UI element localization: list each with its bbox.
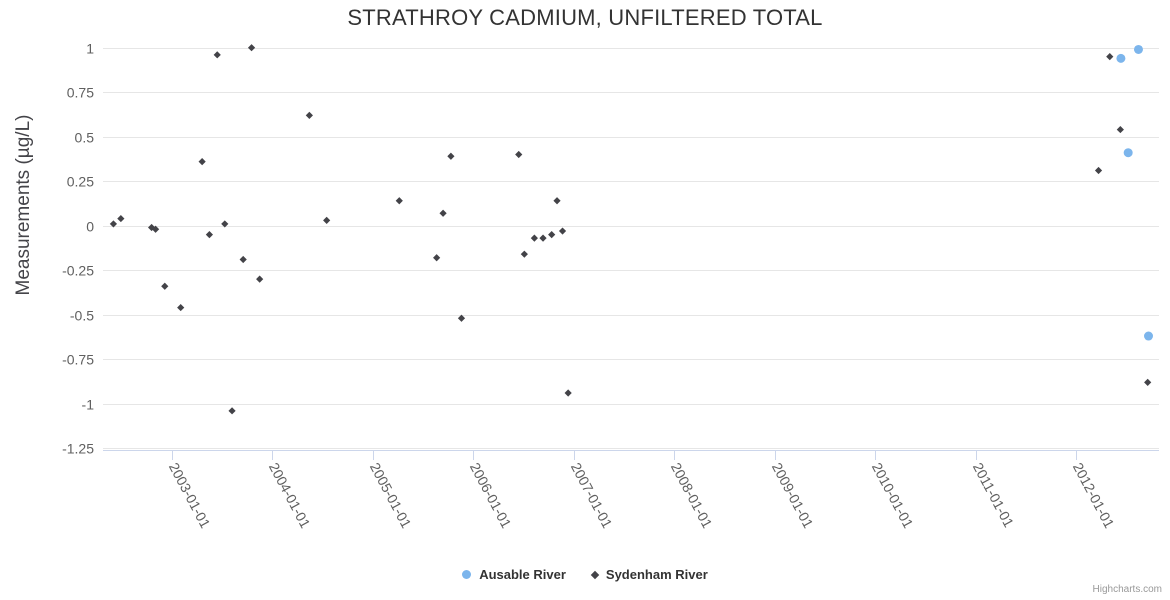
legend-item-sydenham-river[interactable]: Sydenham River <box>590 567 708 582</box>
y-axis-tick-label: -0.5 <box>70 308 94 324</box>
x-axis-tick-label: 2006-01-01 <box>467 460 515 531</box>
data-point-sydenham-river[interactable] <box>1116 125 1124 134</box>
data-point-sydenham-river[interactable] <box>323 216 331 224</box>
data-point-sydenham-river[interactable] <box>439 209 447 217</box>
y-axis-tick-label: 0.5 <box>75 130 95 146</box>
data-point-sydenham-river[interactable] <box>239 255 247 264</box>
data-point-sydenham-river[interactable] <box>1106 53 1114 61</box>
data-point-sydenham-river[interactable] <box>305 111 313 119</box>
data-point-sydenham-river[interactable] <box>117 214 125 223</box>
chart-title: STRATHROY CADMIUM, UNFILTERED TOTAL <box>347 5 823 30</box>
x-axis-tick-label: 2003-01-01 <box>166 460 214 531</box>
x-axis-tick-label: 2012-01-01 <box>1070 460 1118 531</box>
data-point-sydenham-river[interactable] <box>553 197 561 205</box>
y-axis-tick-label: -1.25 <box>62 441 94 457</box>
x-axis-tick-label: 2007-01-01 <box>568 460 616 531</box>
data-point-sydenham-river[interactable] <box>205 231 214 239</box>
data-point-sydenham-river[interactable] <box>161 282 169 290</box>
legend-label-ausable: Ausable River <box>479 567 566 582</box>
data-point-sydenham-river[interactable] <box>548 231 556 239</box>
x-axis-tick-label: 2008-01-01 <box>668 460 716 531</box>
legend: Ausable River Sydenham River <box>0 567 1170 582</box>
data-point-sydenham-river[interactable] <box>1144 378 1152 386</box>
data-point-sydenham-river[interactable] <box>395 197 403 205</box>
data-point-sydenham-river[interactable] <box>558 227 567 235</box>
y-axis-tick-label: 0 <box>86 219 94 235</box>
x-axis-tick-label: 2011-01-01 <box>970 460 1017 530</box>
data-point-sydenham-river[interactable] <box>520 250 528 258</box>
y-axis-tick-label: 1 <box>86 41 94 57</box>
data-point-sydenham-river[interactable] <box>433 254 441 262</box>
y-axis-tick-label: 0.75 <box>67 85 94 101</box>
data-point-sydenham-river[interactable] <box>151 225 160 233</box>
x-axis-tick-label: 2004-01-01 <box>266 460 314 531</box>
data-point-sydenham-river[interactable] <box>213 51 221 59</box>
data-point-sydenham-river[interactable] <box>177 303 185 312</box>
data-point-sydenham-river[interactable] <box>256 275 264 283</box>
data-point-sydenham-river[interactable] <box>1094 166 1103 175</box>
y-axis-title: Measurements (µg/L) <box>13 114 34 296</box>
y-axis-tick-label: -0.75 <box>62 352 94 368</box>
data-point-sydenham-river[interactable] <box>447 152 455 160</box>
y-axis-tick-label: -0.25 <box>62 263 94 279</box>
data-point-ausable-river[interactable] <box>1116 53 1126 63</box>
data-point-sydenham-river[interactable] <box>539 234 547 242</box>
data-point-ausable-river[interactable] <box>1133 44 1143 54</box>
data-point-sydenham-river[interactable] <box>564 389 572 397</box>
highcharts-credits-link[interactable]: Highcharts.com <box>1092 584 1162 595</box>
data-point-sydenham-river[interactable] <box>457 314 466 322</box>
data-point-sydenham-river[interactable] <box>515 150 523 159</box>
data-point-ausable-river[interactable] <box>1144 331 1154 341</box>
x-axis-tick-label: 2010-01-01 <box>869 460 917 531</box>
data-point-sydenham-river[interactable] <box>198 158 206 166</box>
diamond-marker-icon <box>590 570 600 579</box>
circle-marker-icon <box>462 570 472 579</box>
legend-item-ausable-river[interactable]: Ausable River <box>462 567 566 582</box>
y-axis-tick-label: 0.25 <box>67 174 94 190</box>
data-point-sydenham-river[interactable] <box>247 44 256 52</box>
data-point-sydenham-river[interactable] <box>228 407 236 415</box>
data-point-sydenham-river[interactable] <box>530 234 538 242</box>
data-point-sydenham-river[interactable] <box>221 220 229 228</box>
x-axis-tick-label: 2009-01-01 <box>769 460 817 531</box>
x-axis-tick-label: 2005-01-01 <box>367 460 415 531</box>
data-point-ausable-river[interactable] <box>1123 148 1133 158</box>
data-point-sydenham-river[interactable] <box>109 220 118 228</box>
y-axis-tick-label: -1 <box>82 397 95 413</box>
legend-label-sydenham: Sydenham River <box>605 567 708 582</box>
